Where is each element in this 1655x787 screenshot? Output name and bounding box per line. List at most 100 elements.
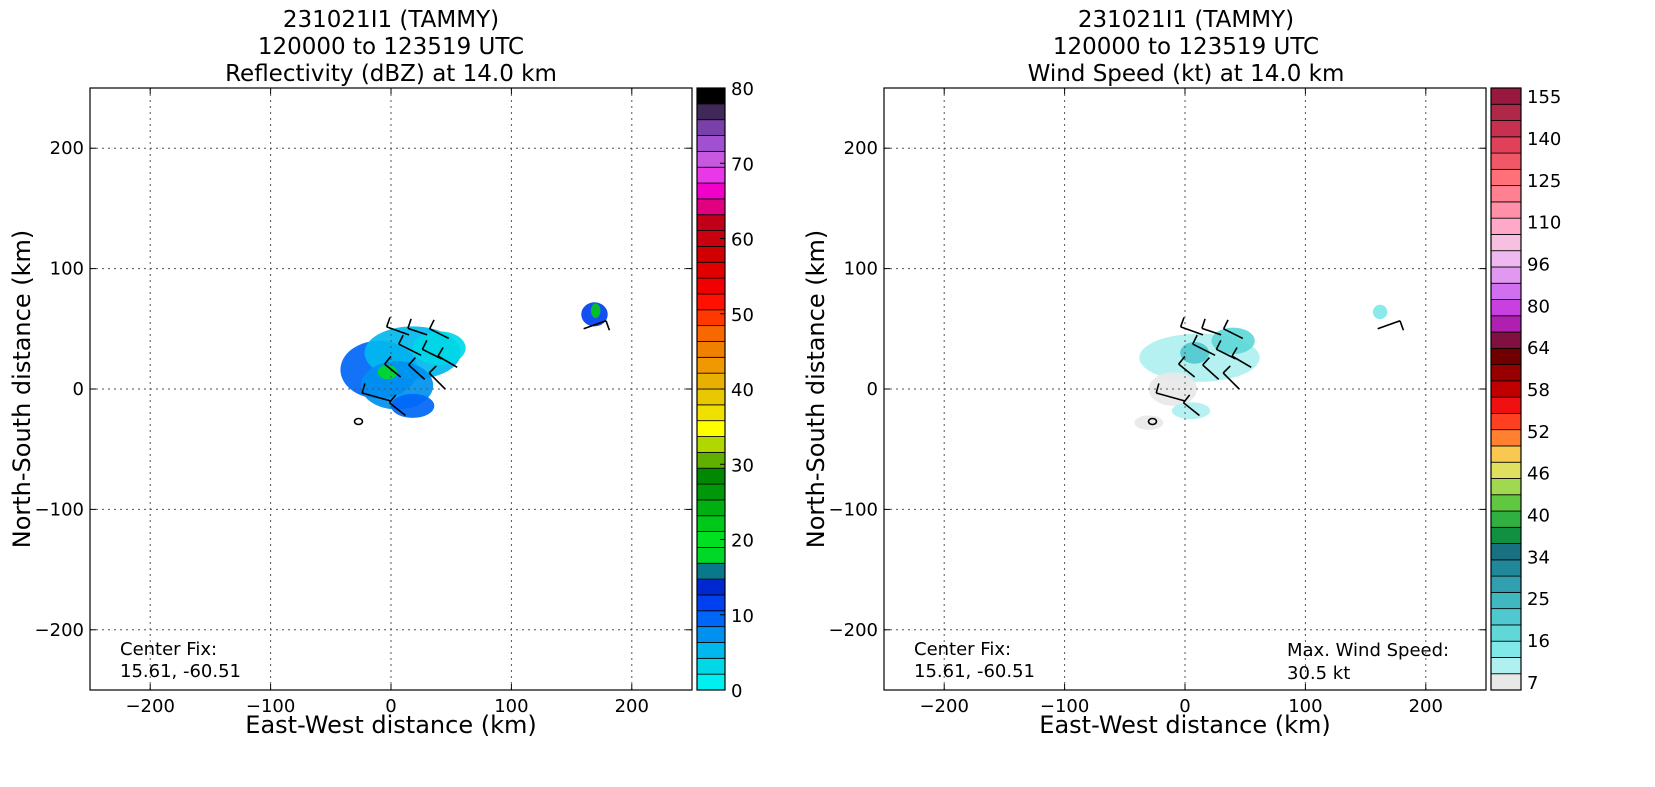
data-blob — [412, 331, 466, 365]
center-fix-annotation: Center Fix: — [914, 639, 1011, 660]
wind-barb — [1202, 364, 1220, 380]
x-tick-label: 0 — [1179, 696, 1190, 717]
chart-panel-1: 231021I1 (TAMMY)120000 to 123519 UTCRefl… — [8, 7, 754, 739]
y-axis-label: North-South distance (km) — [8, 230, 36, 549]
colorbar-tick-label: 60 — [731, 230, 754, 251]
colorbar-segment — [696, 673, 726, 691]
wind-barb — [437, 355, 458, 369]
y-tick-label: 200 — [844, 138, 878, 159]
x-tick-label: −200 — [125, 696, 174, 717]
colorbar-tick-label: 140 — [1527, 129, 1561, 150]
colorbar-segment — [1490, 201, 1522, 219]
wind-barb — [1222, 372, 1240, 390]
wind-barb-flag — [1155, 383, 1160, 394]
colorbar-tick-label: 30 — [731, 455, 754, 476]
colorbar-segment — [1490, 315, 1522, 333]
colorbar-segment — [1490, 429, 1522, 447]
data-blob — [590, 303, 601, 318]
colorbar-segment — [1490, 136, 1522, 154]
wind-barb-flag — [605, 320, 611, 331]
colorbar-segment — [696, 325, 726, 342]
colorbar-segment — [696, 103, 726, 121]
colorbar-segment — [1490, 234, 1522, 252]
wind-barb-flag — [1222, 365, 1231, 374]
y-tick-label: −100 — [829, 499, 878, 520]
data-field — [1134, 304, 1388, 430]
colorbar-segment — [696, 277, 726, 295]
colorbar-tick-label: 20 — [731, 531, 754, 552]
colorbar-tick-label: 96 — [1527, 254, 1550, 275]
y-axis-label: North-South distance (km) — [802, 230, 830, 549]
colorbar-tick-label: 80 — [731, 79, 754, 100]
x-tick-label: −200 — [919, 696, 968, 717]
colorbar-tick-label: 70 — [731, 154, 754, 175]
wind-barb — [429, 328, 450, 340]
colorbar-segment — [696, 483, 726, 501]
colorbar-segment — [1490, 120, 1522, 138]
data-blob — [1372, 304, 1388, 320]
wind-barb-flag — [1231, 347, 1238, 357]
colorbar-segment — [1490, 103, 1522, 121]
wind-barb — [1216, 348, 1236, 360]
wind-barb-flag — [1399, 320, 1405, 331]
colorbar-tick-label: 155 — [1527, 87, 1561, 108]
colorbar-tick-label: 46 — [1527, 464, 1550, 485]
y-tick-label: 200 — [50, 138, 84, 159]
wind-barb-flag — [1191, 334, 1198, 345]
wind-barb-flag — [408, 356, 416, 366]
wind-barb-flag — [388, 394, 397, 404]
colorbar-segment — [696, 547, 726, 564]
colorbar-segment — [696, 515, 726, 532]
data-blob — [377, 364, 398, 380]
wind-barb-flag — [1182, 394, 1191, 404]
colorbar-segment — [1490, 591, 1522, 610]
wind-barbs — [1155, 317, 1405, 417]
wind-barb — [1223, 328, 1244, 340]
wind-barb-flag — [361, 383, 366, 394]
wind-barb — [388, 402, 406, 417]
colorbar-tick-label: 80 — [1527, 296, 1550, 317]
colorbar-segment — [696, 626, 726, 643]
wind-barb-flag — [421, 339, 428, 350]
colorbar-tick-label: 25 — [1527, 589, 1550, 610]
chart-title-line-2: 120000 to 123519 UTC — [1053, 34, 1319, 60]
chart-title-line-1: 231021I1 (TAMMY) — [283, 7, 499, 33]
colorbar-segment — [696, 562, 726, 580]
x-tick-label: 100 — [494, 696, 528, 717]
x-tick-label: 0 — [385, 696, 396, 717]
colorbar-segment — [696, 404, 726, 422]
center-marker — [1147, 417, 1158, 426]
colorbar-segment — [1490, 168, 1522, 187]
wind-barb — [583, 320, 607, 330]
x-axis-label: East-West distance (km) — [1039, 711, 1330, 739]
colorbar-segment — [1490, 185, 1522, 203]
x-tick-label: 200 — [1409, 696, 1443, 717]
wind-barb — [407, 327, 428, 336]
x-tick-label: −100 — [1040, 696, 1089, 717]
wind-barb — [1178, 363, 1196, 378]
colorbar-segment — [696, 341, 726, 358]
x-tick-label: 100 — [1288, 696, 1322, 717]
x-tick-label: 200 — [615, 696, 649, 717]
colorbar-segment — [1490, 347, 1522, 365]
wind-barb-flag — [384, 355, 392, 365]
data-blob — [391, 393, 435, 418]
colorbar-segment — [1490, 396, 1522, 414]
colorbar-segment — [1490, 608, 1522, 626]
colorbar-segment — [1490, 152, 1522, 170]
colorbar-segment — [696, 182, 726, 200]
wind-barb-flag — [397, 334, 404, 345]
wind-barb — [1377, 320, 1401, 330]
colorbar-segment — [696, 135, 726, 152]
colorbar-segment — [1490, 250, 1522, 268]
colorbar-segment — [696, 150, 726, 168]
colorbar-segment — [1490, 331, 1522, 349]
colorbar-segment — [1490, 575, 1522, 593]
y-tick-label: −200 — [35, 620, 84, 641]
colorbar-segment — [1490, 380, 1522, 398]
wind-barb — [422, 348, 442, 360]
colorbar-segment — [696, 246, 726, 263]
wind-barb-flag — [1222, 319, 1229, 330]
y-tick-label: −100 — [35, 499, 84, 520]
